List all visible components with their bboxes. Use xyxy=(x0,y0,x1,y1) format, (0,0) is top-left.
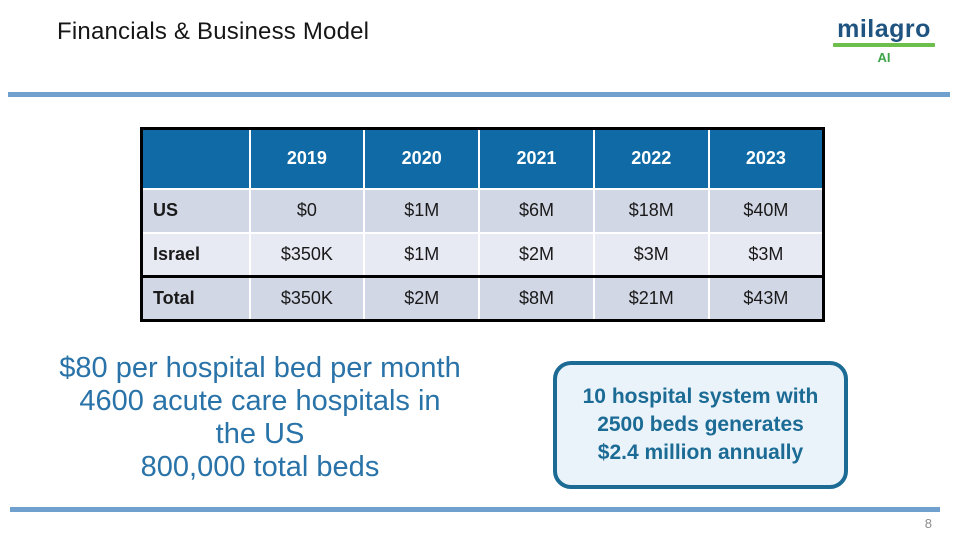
value-cell: $1M xyxy=(363,231,481,278)
financials-table: 2019 2020 2021 2022 2023 US $0 $1M $6M $… xyxy=(140,127,825,322)
value-cell: $8M xyxy=(478,275,595,322)
callout-line: $2.4 million annually xyxy=(597,441,804,464)
value-cell: $2M xyxy=(363,275,481,322)
value-cell: $21M xyxy=(592,275,710,322)
row-label-cell: US xyxy=(140,187,251,234)
value-cell: $6M xyxy=(478,187,595,234)
value-cell: $3M xyxy=(707,231,825,278)
value-cell: $1M xyxy=(363,187,481,234)
value-cell: $43M xyxy=(707,275,825,322)
year-header-cell: 2019 xyxy=(248,127,366,190)
market-notes: $80 per hospital bed per month 4600 acut… xyxy=(10,352,510,484)
year-header-cell: 2022 xyxy=(592,127,710,190)
note-line: 800,000 total beds xyxy=(140,451,380,483)
year-header-cell: 2021 xyxy=(478,127,595,190)
slide-title: Financials & Business Model xyxy=(57,18,370,45)
value-cell: $350K xyxy=(248,275,366,322)
logo-brand-text: milagro xyxy=(837,15,931,43)
value-cell: $18M xyxy=(592,187,710,234)
page-number: 8 xyxy=(924,516,932,531)
value-cell: $350K xyxy=(248,231,366,278)
year-header-cell: 2023 xyxy=(707,127,825,190)
callout-line: 2500 beds generates xyxy=(597,413,804,436)
note-line: $80 per hospital bed per month xyxy=(59,352,461,384)
bottom-divider-rule xyxy=(10,507,940,512)
value-cell: $2M xyxy=(478,231,595,278)
logo-ai-label: AI xyxy=(877,50,891,65)
note-line: 4600 acute care hospitals in xyxy=(79,385,441,417)
row-label-cell: Total xyxy=(140,275,251,322)
table-row-israel: Israel $350K $1M $2M $3M $3M xyxy=(140,231,825,278)
table-row-total: Total $350K $2M $8M $21M $43M xyxy=(140,275,825,322)
milagro-logo: milagro AI xyxy=(833,16,935,65)
table-row-us: US $0 $1M $6M $18M $40M xyxy=(140,187,825,234)
value-cell: $40M xyxy=(707,187,825,234)
top-divider-rule xyxy=(8,92,950,97)
value-cell: $3M xyxy=(592,231,710,278)
logo-green-bar xyxy=(833,43,935,47)
value-cell: $0 xyxy=(248,187,366,234)
revenue-callout-box: 10 hospital system with 2500 beds genera… xyxy=(553,361,848,489)
note-line: the US xyxy=(215,418,305,450)
year-header-cell: 2020 xyxy=(363,127,481,190)
corner-header-cell xyxy=(140,127,251,190)
table-header-row: 2019 2020 2021 2022 2023 xyxy=(140,127,825,190)
callout-line: 10 hospital system with xyxy=(582,385,819,408)
row-label-cell: Israel xyxy=(140,231,251,278)
